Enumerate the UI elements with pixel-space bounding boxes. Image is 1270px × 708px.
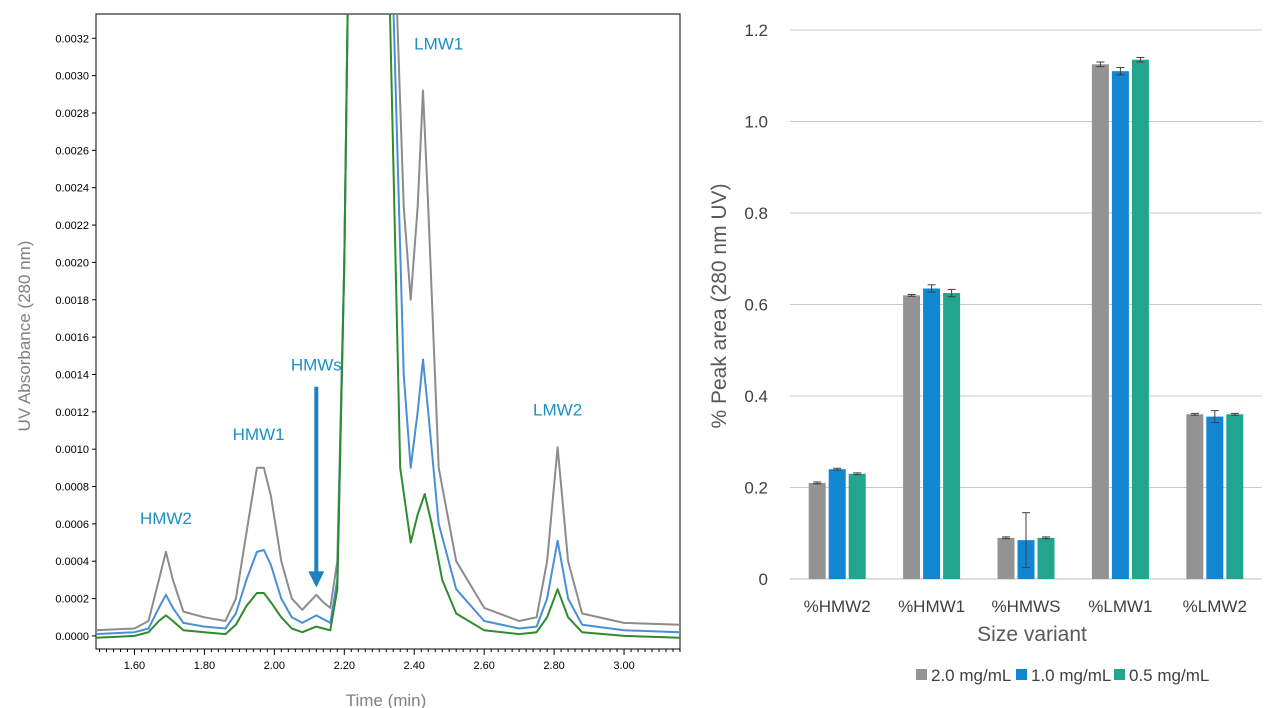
bar-lmw2-3 <box>1226 414 1244 579</box>
y-tick-label: 0.0024 <box>55 183 89 195</box>
chromatogram-y-axis-label: UV Absorbance (280 nm) <box>15 241 34 432</box>
x-tick-label: 2.20 <box>334 660 355 672</box>
bar-hmws-1 <box>997 537 1015 579</box>
y-tick-label: 0.0018 <box>55 295 89 307</box>
x-tick-label: 3.00 <box>613 660 634 672</box>
bar-lmw2-1 <box>1186 414 1204 579</box>
chromatogram-chart: 0.0000 0.0002 0.0004 0.0006 0.0008 0.0010 0.00… <box>15 13 681 708</box>
bar-chart-bars <box>808 56 1244 580</box>
y-tick-label: 0.0012 <box>55 407 89 419</box>
legend-swatch-1 <box>916 669 927 680</box>
x-tick-label: 1.60 <box>124 660 145 672</box>
y-tick-label: 0.0028 <box>55 108 89 120</box>
legend-label-2: 1.0 mg/mL <box>1031 666 1111 685</box>
bar-y-tick-label: 0.2 <box>744 479 768 498</box>
bar-hmw2-1 <box>808 482 826 579</box>
x-tick-label: 2.00 <box>264 660 285 672</box>
bar-lmw2-2 <box>1206 416 1224 579</box>
bar-y-tick-label: 0 <box>759 570 768 589</box>
bar-hmw2-3 <box>848 473 866 579</box>
y-tick-label: 0.0020 <box>55 257 89 269</box>
y-tick-label: 0.0000 <box>55 631 89 643</box>
bar-lmw1-2 <box>1111 71 1129 580</box>
y-tick-label: 0.0006 <box>55 519 89 531</box>
y-tick-label: 0.0010 <box>55 444 89 456</box>
bar-hmw1-2 <box>923 288 941 579</box>
bar-hmw1-3 <box>943 293 961 579</box>
y-tick-label: 0.0002 <box>55 594 89 606</box>
legend-swatch-3 <box>1114 669 1125 680</box>
legend-swatch-2 <box>1016 669 1027 680</box>
chromatogram-trace-2 <box>96 14 680 636</box>
y-tick-label: 0.0008 <box>55 482 89 494</box>
y-tick-label: 0.0026 <box>55 145 89 157</box>
y-tick-label: 0.0032 <box>55 33 89 45</box>
bar-hmw1-1 <box>903 295 921 579</box>
legend-label-3: 0.5 mg/mL <box>1129 666 1209 685</box>
peak-label-lmw2: LMW2 <box>533 401 582 420</box>
peak-label-hmw2: HMW2 <box>140 509 192 528</box>
y-tick-label: 0.0004 <box>55 556 89 568</box>
peak-area-bar-chart: 0 0.2 0.4 0.6 0.8 1.0 1.2 %HMW2 %HMW1 %HMWS %LMW1… <box>708 21 1262 685</box>
chromatogram-trace-3 <box>96 14 680 639</box>
x-tick-label: 1.80 <box>194 660 215 672</box>
bar-chart-legend: 2.0 mg/mL 1.0 mg/mL 0.5 mg/mL <box>916 666 1209 685</box>
bar-y-tick-label: 0.8 <box>744 204 768 223</box>
bar-category-label: %LMW1 <box>1088 597 1152 616</box>
bar-y-tick-label: 0.4 <box>744 387 768 406</box>
peak-label-hmw1: HMW1 <box>233 425 285 444</box>
bar-y-tick-label: 1.0 <box>744 113 768 132</box>
peak-label-hmws: HMWs <box>291 356 342 375</box>
bar-hmws-3 <box>1037 537 1055 579</box>
chromatogram-x-axis-label: Time (min) <box>346 691 427 708</box>
y-tick-label: 0.0022 <box>55 220 89 232</box>
x-tick-label: 2.40 <box>404 660 425 672</box>
chromatogram-trace-1 <box>96 14 680 632</box>
bar-y-tick-label: 0.6 <box>744 296 768 315</box>
chromatogram-traces <box>96 14 680 639</box>
legend-label-1: 2.0 mg/mL <box>931 666 1011 685</box>
bar-category-label: %LMW2 <box>1183 597 1247 616</box>
y-tick-label: 0.0016 <box>55 332 89 344</box>
chromatogram-plot-frame <box>95 13 681 650</box>
bar-hmw2-2 <box>828 469 846 579</box>
x-tick-label: 2.60 <box>473 660 494 672</box>
hmws-arrow-head <box>308 571 325 588</box>
bar-category-label: %HMWS <box>992 597 1061 616</box>
bar-lmw1-1 <box>1091 64 1109 579</box>
bar-chart-gridlines <box>790 29 1262 580</box>
bar-chart-x-axis-label: Size variant <box>977 623 1087 646</box>
bar-lmw1-3 <box>1131 59 1149 580</box>
peak-label-lmw1: LMW1 <box>414 34 463 53</box>
bar-category-label: %HMW2 <box>804 597 871 616</box>
y-tick-label: 0.0030 <box>55 71 89 83</box>
bar-y-tick-label: 1.2 <box>744 21 768 40</box>
x-tick-label: 2.80 <box>543 660 564 672</box>
y-tick-label: 0.0014 <box>55 369 89 381</box>
bar-chart-y-axis-label: % Peak area (280 nm UV) <box>708 183 731 428</box>
chromatogram-x-axis: 1.60 1.80 2.00 2.20 2.40 2.60 2.80 3.00 <box>98 649 681 672</box>
chromatogram-y-axis: 0.0000 0.0002 0.0004 0.0006 0.0008 0.0010 0.00… <box>55 33 96 643</box>
bar-chart-y-axis: 0 0.2 0.4 0.6 0.8 1.0 1.2 <box>744 21 768 589</box>
bar-chart-x-axis: %HMW2 %HMW1 %HMWS %LMW1 %LMW2 <box>804 597 1247 616</box>
bar-category-label: %HMW1 <box>898 597 965 616</box>
chromatogram-annotations: HMW2 HMW1 HMWs LMW1 LMW2 <box>140 34 582 588</box>
